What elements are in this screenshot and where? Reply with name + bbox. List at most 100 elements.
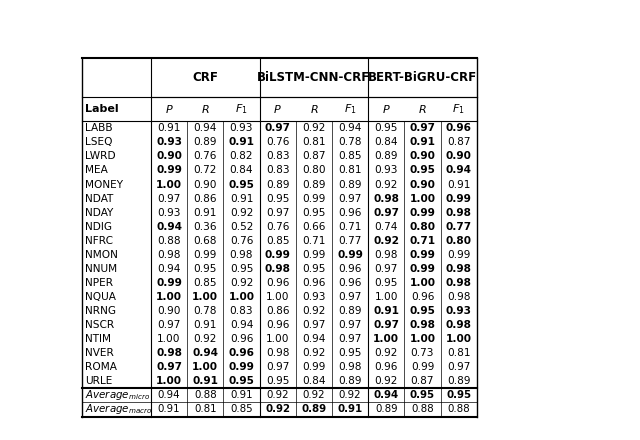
Text: 1.00: 1.00	[373, 334, 399, 344]
Text: 0.95: 0.95	[266, 194, 289, 204]
Text: 0.84: 0.84	[302, 376, 326, 386]
Text: 0.91: 0.91	[447, 180, 470, 190]
Text: LSEQ: LSEQ	[85, 137, 113, 147]
Text: 0.97: 0.97	[373, 320, 399, 330]
Text: 0.98: 0.98	[230, 250, 253, 260]
Text: 0.96: 0.96	[445, 123, 472, 133]
Text: 0.94: 0.94	[302, 334, 326, 344]
Text: 0.97: 0.97	[410, 123, 435, 133]
Text: 0.89: 0.89	[339, 376, 362, 386]
Text: 0.91: 0.91	[157, 404, 180, 414]
Text: 0.92: 0.92	[193, 334, 217, 344]
Text: 0.90: 0.90	[156, 151, 182, 161]
Text: 0.97: 0.97	[339, 194, 362, 204]
Text: 0.77: 0.77	[339, 236, 362, 246]
Text: MONEY: MONEY	[85, 180, 123, 190]
Text: 0.87: 0.87	[302, 151, 326, 161]
Text: 0.96: 0.96	[266, 278, 289, 288]
Text: 0.86: 0.86	[266, 306, 289, 316]
Text: 0.87: 0.87	[447, 137, 470, 147]
Text: 0.81: 0.81	[339, 165, 362, 176]
Text: 0.98: 0.98	[445, 264, 472, 274]
Text: 0.98: 0.98	[265, 264, 291, 274]
Text: NNUM: NNUM	[85, 264, 117, 274]
Text: 0.97: 0.97	[339, 320, 362, 330]
Text: NDAY: NDAY	[85, 208, 113, 218]
Text: 0.92: 0.92	[230, 278, 253, 288]
Text: 0.94: 0.94	[192, 348, 218, 358]
Text: 0.93: 0.93	[157, 208, 180, 218]
Text: 0.76: 0.76	[266, 222, 289, 232]
Text: 0.97: 0.97	[266, 362, 289, 372]
Text: 0.97: 0.97	[339, 292, 362, 302]
Text: $P$: $P$	[273, 103, 282, 115]
Text: 0.66: 0.66	[302, 222, 326, 232]
Text: 1.00: 1.00	[156, 180, 182, 190]
Text: $R$: $R$	[418, 103, 427, 115]
Text: 1.00: 1.00	[157, 334, 180, 344]
Text: 0.78: 0.78	[193, 306, 217, 316]
Text: NTIM: NTIM	[85, 334, 111, 344]
Text: 0.88: 0.88	[411, 404, 434, 414]
Text: 0.96: 0.96	[266, 320, 289, 330]
Text: 0.95: 0.95	[302, 208, 326, 218]
Text: 0.90: 0.90	[445, 151, 472, 161]
Text: 0.92: 0.92	[373, 236, 399, 246]
Text: 0.95: 0.95	[193, 264, 217, 274]
Text: 0.98: 0.98	[374, 250, 398, 260]
Text: BiLSTM-CNN-CRF: BiLSTM-CNN-CRF	[257, 71, 371, 84]
Text: 0.85: 0.85	[266, 236, 289, 246]
Text: 0.89: 0.89	[374, 151, 398, 161]
Text: 1.00: 1.00	[156, 376, 182, 386]
Text: 0.96: 0.96	[339, 278, 362, 288]
Text: 0.97: 0.97	[157, 320, 180, 330]
Text: $Average_{micro}$: $Average_{micro}$	[85, 389, 150, 403]
Text: Label: Label	[85, 104, 118, 114]
Text: 0.81: 0.81	[194, 404, 216, 414]
Text: 0.84: 0.84	[230, 165, 253, 176]
Text: 0.99: 0.99	[156, 278, 182, 288]
Text: 0.97: 0.97	[266, 208, 289, 218]
Text: 0.91: 0.91	[228, 137, 255, 147]
Text: 0.78: 0.78	[339, 137, 362, 147]
Text: 1.00: 1.00	[410, 334, 435, 344]
Text: 0.84: 0.84	[374, 137, 398, 147]
Text: 0.91: 0.91	[192, 376, 218, 386]
Text: 0.94: 0.94	[339, 123, 362, 133]
Text: 0.97: 0.97	[156, 362, 182, 372]
Text: 0.99: 0.99	[410, 264, 435, 274]
Text: 0.89: 0.89	[302, 180, 326, 190]
Text: 0.68: 0.68	[193, 236, 217, 246]
Text: 0.99: 0.99	[337, 250, 363, 260]
Text: $P$: $P$	[164, 103, 173, 115]
Text: 0.71: 0.71	[410, 236, 436, 246]
Text: 0.90: 0.90	[157, 306, 180, 316]
Text: 0.96: 0.96	[374, 362, 398, 372]
Text: 0.89: 0.89	[266, 180, 289, 190]
Text: 0.94: 0.94	[445, 165, 472, 176]
Text: 0.90: 0.90	[410, 180, 435, 190]
Text: $F_1$: $F_1$	[452, 102, 465, 116]
Text: 1.00: 1.00	[445, 334, 472, 344]
Text: 0.98: 0.98	[447, 292, 470, 302]
Text: 1.00: 1.00	[410, 278, 435, 288]
Text: 0.93: 0.93	[445, 306, 472, 316]
Text: 0.92: 0.92	[302, 306, 326, 316]
Text: 0.92: 0.92	[265, 404, 290, 414]
Text: 0.99: 0.99	[302, 362, 326, 372]
Text: 0.99: 0.99	[228, 362, 254, 372]
Text: 0.97: 0.97	[157, 194, 180, 204]
Text: 0.76: 0.76	[230, 236, 253, 246]
Text: 0.91: 0.91	[193, 320, 217, 330]
Text: 0.98: 0.98	[157, 250, 180, 260]
Text: NFRC: NFRC	[85, 236, 113, 246]
Text: 0.76: 0.76	[266, 137, 289, 147]
Text: 0.80: 0.80	[302, 165, 326, 176]
Text: $Average_{macro}$: $Average_{macro}$	[85, 403, 152, 417]
Text: 0.98: 0.98	[445, 320, 472, 330]
Text: 1.00: 1.00	[410, 194, 435, 204]
Text: 0.96: 0.96	[339, 264, 362, 274]
Text: MEA: MEA	[85, 165, 108, 176]
Text: 0.92: 0.92	[374, 348, 398, 358]
Text: 0.98: 0.98	[373, 194, 399, 204]
